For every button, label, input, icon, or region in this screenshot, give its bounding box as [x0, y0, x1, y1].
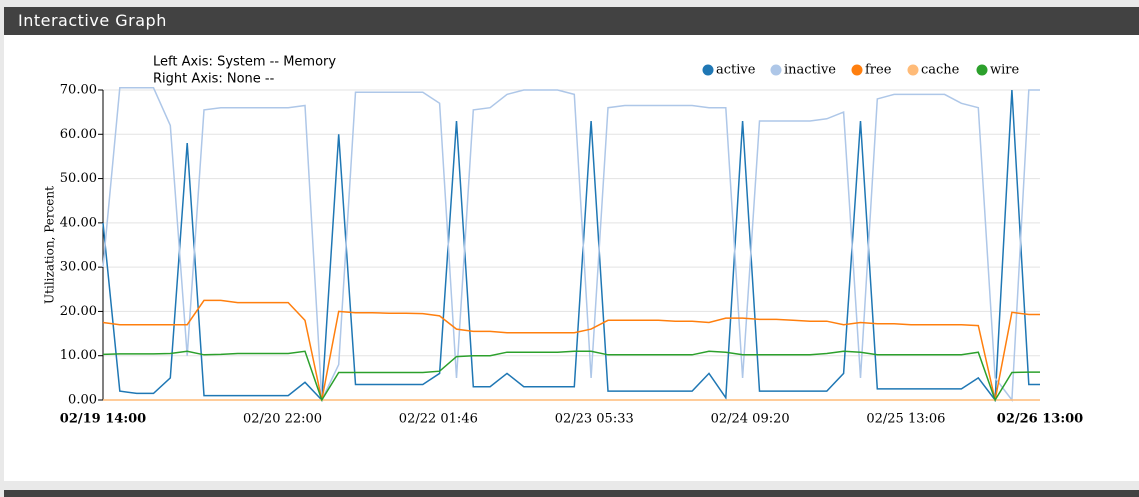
- y-tick-label: 50.00: [60, 171, 97, 186]
- legend-marker: [907, 64, 919, 76]
- x-tick-label: 02/24 09:20: [711, 412, 790, 427]
- x-tick-label: 02/20 22:00: [243, 412, 322, 427]
- legend-marker: [976, 64, 988, 76]
- x-tick-label: 02/26 13:00: [997, 412, 1083, 427]
- x-tick-label: 02/19 14:00: [60, 412, 146, 427]
- legend: active inactive free cache wire: [702, 63, 1019, 78]
- series-line: [102, 299, 1040, 401]
- panel-footer: [4, 490, 1139, 497]
- y-tick-label: 40.00: [60, 215, 97, 230]
- y-axis-label: Utilization, Percent: [43, 186, 57, 304]
- y-tick-label: 0.00: [68, 393, 97, 408]
- legend-label: cache: [921, 63, 960, 78]
- y-tick-label: 20.00: [60, 304, 97, 319]
- legend-label: wire: [990, 63, 1019, 78]
- y-tick-label: 60.00: [60, 127, 97, 142]
- legend-marker: [851, 64, 863, 76]
- legend-label: inactive: [784, 63, 836, 78]
- series-line: [102, 350, 1040, 402]
- x-tick-label: 02/22 01:46: [399, 412, 478, 427]
- legend-label: free: [865, 63, 892, 78]
- y-tick-label: 10.00: [60, 348, 97, 363]
- panel-header: Interactive Graph: [4, 7, 1139, 35]
- y-tick-label: 70.00: [60, 83, 97, 98]
- x-tick-label: 02/25 13:06: [866, 412, 945, 427]
- series-line: [102, 89, 1040, 403]
- annotation: Right Axis: None --: [153, 72, 275, 87]
- legend-marker: [770, 64, 782, 76]
- series-line: [102, 87, 1040, 403]
- y-tick-label: 30.00: [60, 260, 97, 275]
- legend-marker: [702, 64, 714, 76]
- annotation: Left Axis: System -- Memory: [153, 55, 336, 70]
- legend-label: active: [716, 63, 756, 78]
- x-tick-label: 02/23 05:33: [555, 412, 634, 427]
